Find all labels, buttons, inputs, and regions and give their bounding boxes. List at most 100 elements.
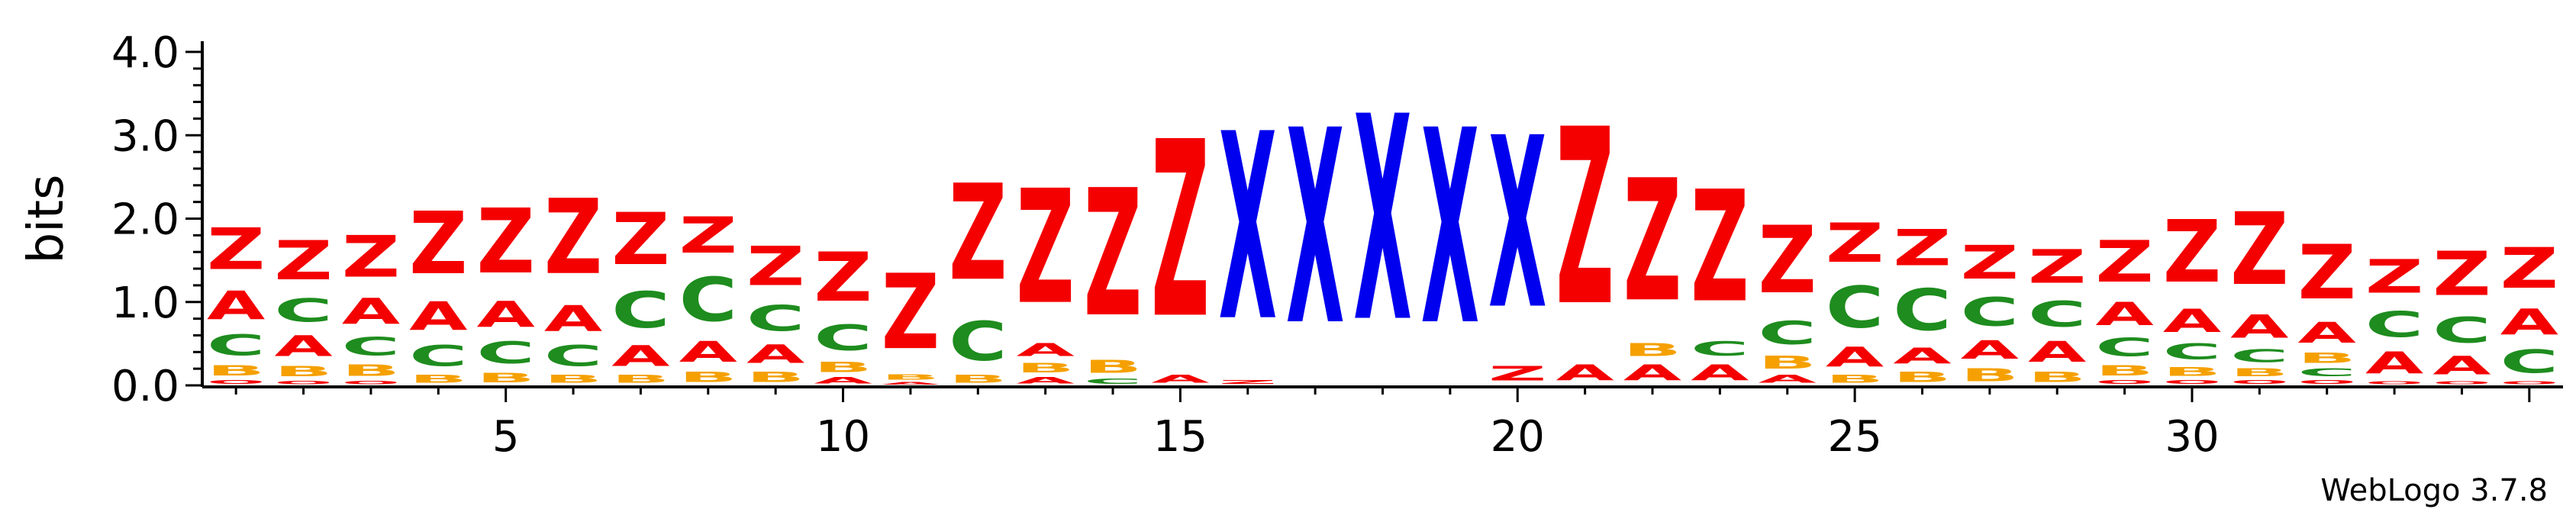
glyph-a-pos-28: A <box>2028 336 2087 369</box>
glyph-a-pos-13: A <box>1016 375 1074 385</box>
x-tick-label: 25 <box>1827 412 1881 462</box>
glyph-z-pos-24: Z <box>1759 207 1817 314</box>
glyph-z-pos-6: Z <box>544 177 602 298</box>
glyph-a-pos-3: A <box>342 291 401 332</box>
glyph-c-pos-4: C <box>409 340 467 372</box>
glyph-b-pos-4: B <box>409 373 467 385</box>
glyph-b-pos-31: B <box>2230 366 2288 379</box>
glyph-a-pos-10: A <box>814 375 872 385</box>
glyph-b-pos-3: B <box>342 362 400 380</box>
glyph-a-pos-6: A <box>544 298 603 340</box>
glyph-b-pos-25: B <box>1826 373 1884 385</box>
x-tick-label: 15 <box>1153 412 1207 462</box>
glyph-a-pos-11: A <box>882 382 940 385</box>
glyph-b-pos-11: B <box>882 373 940 382</box>
glyph-z-pos-20: Z <box>1488 362 1546 385</box>
glyph-c-pos-2: C <box>274 292 332 330</box>
glyph-b-pos-29: B <box>2095 362 2153 379</box>
glyph-o-pos-32: O <box>2298 379 2356 385</box>
x-tick-label: 10 <box>816 412 870 462</box>
glyph-b-pos-2: B <box>274 363 332 380</box>
glyph-b-pos-12: B <box>949 373 1007 385</box>
glyph-b-pos-24: B <box>1759 353 1817 373</box>
glyph-a-pos-5: A <box>476 294 535 335</box>
glyph-c-pos-28: C <box>2028 294 2086 335</box>
glyph-a-pos-33: A <box>2365 345 2423 380</box>
glyph-z-pos-10: Z <box>814 238 872 317</box>
glyph-a-pos-2: A <box>274 330 333 363</box>
glyph-c-pos-27: C <box>1961 290 2019 335</box>
glyph-z-pos-23: Z <box>1691 158 1749 337</box>
glyph-a-pos-27: A <box>1961 336 2020 365</box>
glyph-z-pos-35: Z <box>2500 237 2558 301</box>
glyph-z-pos-31: Z <box>2230 192 2288 308</box>
glyph-z-pos-12: Z <box>949 156 1007 311</box>
y-axis-label: bits <box>18 175 75 264</box>
glyph-c-pos-10: C <box>814 317 872 359</box>
glyph-c-pos-3: C <box>342 332 400 361</box>
glyph-c-pos-35: C <box>2500 343 2558 380</box>
glyph-a-pos-13: A <box>1016 340 1075 360</box>
glyph-z-pos-22: Z <box>1623 143 1681 339</box>
glyph-o-pos-30: O <box>2163 379 2221 385</box>
y-tick-label: 2.0 <box>111 195 179 245</box>
glyph-x-pos-20: X <box>1488 88 1546 361</box>
glyph-a-pos-9: A <box>746 340 805 369</box>
glyph-b-pos-30: B <box>2163 365 2221 379</box>
glyph-z-pos-21: Z <box>1556 77 1614 359</box>
x-tick-label: 30 <box>2165 412 2219 462</box>
glyph-z-pos-4: Z <box>409 194 467 294</box>
glyph-z-pos-15: Z <box>1151 89 1209 372</box>
y-tick-label: 0.0 <box>111 362 179 411</box>
y-tick-label: 3.0 <box>111 111 179 161</box>
glyph-x-pos-16: X <box>1219 80 1277 379</box>
glyph-z-pos-27: Z <box>1961 236 2019 290</box>
glyph-b-pos-13: B <box>1016 360 1074 375</box>
glyph-z-pos-8: Z <box>679 206 737 264</box>
glyph-z-pos-30: Z <box>2163 202 2221 302</box>
glyph-x-pos-17: X <box>1286 73 1344 385</box>
glyph-z-pos-16: Z <box>1219 379 1277 385</box>
glyph-b-pos-9: B <box>746 369 804 385</box>
glyph-c-pos-24: C <box>1759 314 1817 352</box>
glyph-c-pos-31: C <box>2230 346 2288 366</box>
glyph-a-pos-31: A <box>2230 308 2289 346</box>
glyph-z-pos-29: Z <box>2095 229 2153 296</box>
glyph-a-pos-8: A <box>679 336 738 369</box>
glyph-c-pos-23: C <box>1691 337 1749 360</box>
glyph-c-pos-12: C <box>949 311 1007 372</box>
logo-glyphs: OBCAZOBACZOBCAZBCAZBCAZBCAZBACZBACZBACZA… <box>207 56 2558 386</box>
glyph-z-pos-5: Z <box>476 191 534 294</box>
glyph-z-pos-2: Z <box>274 230 332 292</box>
glyph-z-pos-11: Z <box>882 252 940 373</box>
glyph-a-pos-30: A <box>2163 302 2222 340</box>
glyph-o-pos-2: O <box>274 379 332 385</box>
glyph-b-pos-6: B <box>544 373 602 385</box>
glyph-o-pos-3: O <box>342 379 400 385</box>
glyph-b-pos-32: B <box>2298 350 2356 366</box>
glyph-c-pos-7: C <box>611 282 669 340</box>
glyph-o-pos-34: O <box>2433 381 2491 386</box>
glyph-a-pos-32: A <box>2298 317 2357 350</box>
glyph-a-pos-29: A <box>2095 295 2154 333</box>
glyph-b-pos-27: B <box>1961 365 2019 385</box>
glyph-b-pos-7: B <box>611 373 669 385</box>
glyph-a-pos-4: A <box>409 294 468 340</box>
glyph-b-pos-14: B <box>1084 356 1142 377</box>
glyph-z-pos-28: Z <box>2028 240 2086 294</box>
glyph-a-pos-23: A <box>1691 361 1749 385</box>
glyph-a-pos-7: A <box>611 340 670 373</box>
glyph-a-pos-1: A <box>207 283 266 329</box>
glyph-a-pos-25: A <box>1826 342 1884 373</box>
glyph-c-pos-14: C <box>1084 377 1142 385</box>
glyph-o-pos-29: O <box>2095 379 2153 385</box>
glyph-a-pos-22: A <box>1623 361 1681 385</box>
glyph-z-pos-33: Z <box>2365 250 2423 304</box>
glyph-c-pos-30: C <box>2163 340 2221 365</box>
glyph-a-pos-35: A <box>2500 301 2559 343</box>
glyph-b-pos-10: B <box>814 359 872 375</box>
x-tick-label: 20 <box>1491 412 1545 462</box>
glyph-c-pos-8: C <box>679 265 737 336</box>
glyph-c-pos-25: C <box>1826 275 1884 342</box>
